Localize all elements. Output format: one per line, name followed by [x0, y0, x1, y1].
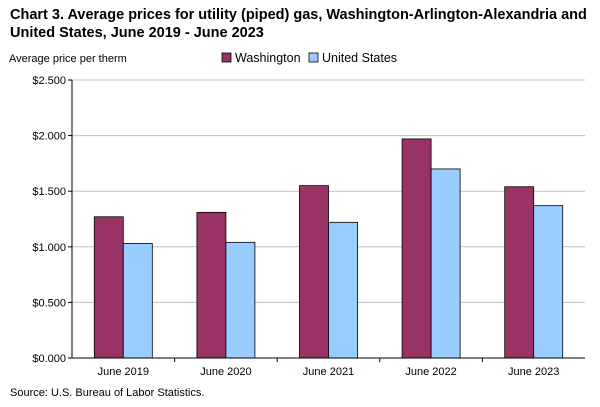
y-axis-label: Average price per therm: [9, 53, 127, 65]
x-tick-label: June 2021: [303, 366, 354, 378]
bar-washington: [401, 138, 432, 359]
bar-united-states: [225, 241, 256, 359]
legend-label: Washington: [235, 51, 301, 65]
y-tick-label: $0.500: [32, 297, 66, 309]
bar-united-states: [430, 168, 461, 359]
legend-swatch-washington: [221, 52, 232, 63]
y-tick-label: $1.000: [32, 242, 66, 254]
legend-label: United States: [322, 51, 397, 65]
bar-united-states: [122, 243, 153, 359]
x-tick-label: June 2020: [200, 366, 251, 378]
x-tick-label: June 2023: [508, 366, 559, 378]
bar-washington: [299, 185, 329, 359]
source-note: Source: U.S. Bureau of Labor Statistics.: [10, 387, 205, 399]
chart-title: Chart 3. Average prices for utility (pip…: [10, 7, 587, 41]
bar-washington: [504, 186, 535, 359]
y-tick-label: $0.000: [32, 353, 66, 365]
y-tick-label: $1.500: [32, 186, 66, 198]
bar-united-states: [328, 221, 358, 359]
x-tick-label: June 2019: [98, 366, 149, 378]
bar-united-states: [533, 205, 564, 359]
legend: Washington United States: [221, 51, 397, 65]
legend-swatch-united-states: [308, 52, 319, 63]
bar-washington: [93, 216, 124, 359]
bar-washington: [196, 211, 227, 359]
y-tick-label: $2.000: [32, 131, 66, 143]
x-tick-label: June 2022: [405, 366, 456, 378]
plot-area: $0.000 $0.500 $1.000 $1.500 $2.000 $2.500 June…: [32, 75, 585, 378]
y-tick-label: $2.500: [32, 75, 66, 87]
